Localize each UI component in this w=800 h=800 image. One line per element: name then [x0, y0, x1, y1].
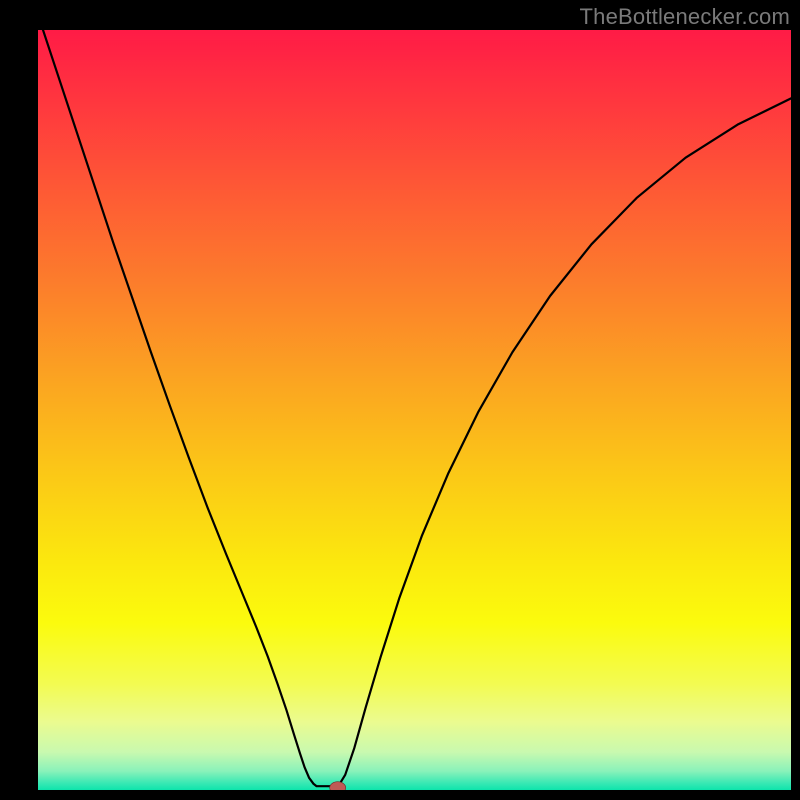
chart-container: TheBottlenecker.com: [0, 0, 800, 800]
gradient-background: [38, 30, 791, 790]
chart-svg: [38, 30, 791, 790]
watermark-text: TheBottlenecker.com: [580, 4, 790, 30]
plot-area: [38, 30, 791, 790]
